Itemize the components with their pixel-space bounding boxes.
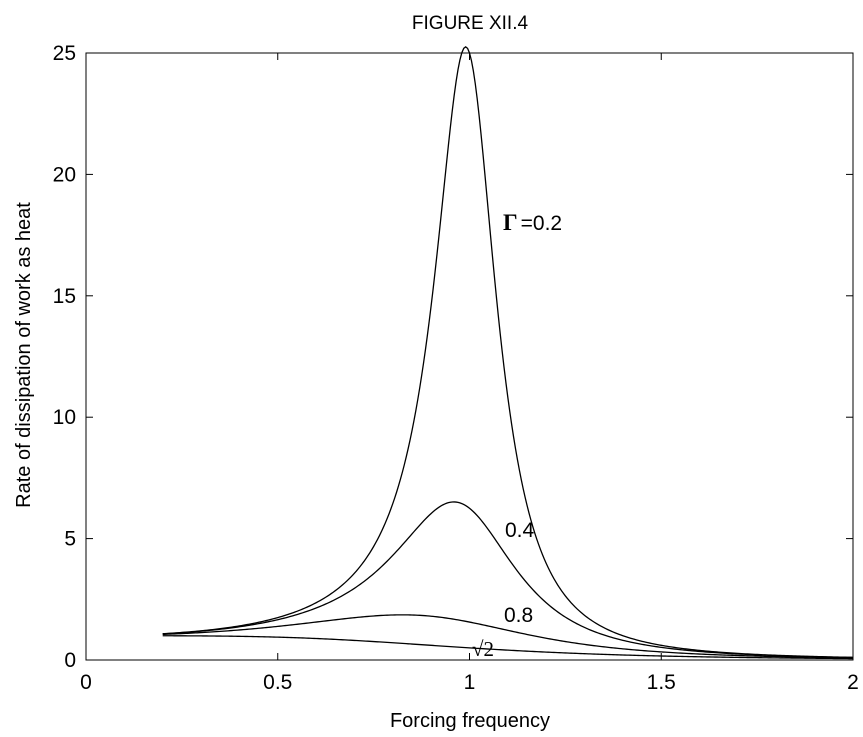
y-axis-label: Rate of dissipation of work as heat <box>13 202 35 508</box>
x-tick-label: 0.5 <box>263 671 292 694</box>
series-line-0 <box>162 46 854 658</box>
y-tick-label: 25 <box>53 42 76 65</box>
series-line-1 <box>162 501 854 659</box>
annotation-gamma-04: 0.4 <box>505 519 535 542</box>
x-axis-label: Forcing frequency <box>390 710 550 732</box>
x-tick-label: 1 <box>464 671 476 694</box>
plot-frame <box>85 52 854 661</box>
annotation-gamma-sqrt2: √2 <box>472 637 494 661</box>
annotations-group: Γ =0.2 0.4 0.8 √2 <box>472 210 562 661</box>
annotation-gamma-08: 0.8 <box>504 604 533 627</box>
chart-title: FIGURE XII.4 <box>412 13 529 34</box>
y-tick-label: 0 <box>64 649 76 672</box>
gamma-value: =0.2 <box>521 212 562 235</box>
y-tick-label: 15 <box>53 285 76 308</box>
x-tick-label: 1.5 <box>647 671 676 694</box>
series-line-3 <box>162 635 854 660</box>
x-tick-label: 2 <box>847 671 859 694</box>
y-tick-label: 20 <box>53 163 76 186</box>
y-tick-label: 10 <box>53 406 76 429</box>
annotation-gamma-02: Γ =0.2 <box>503 210 562 235</box>
y-axis: 0 5 10 15 20 25 <box>53 42 853 672</box>
gamma-symbol: Γ <box>503 210 518 235</box>
series-line-2 <box>162 614 854 659</box>
x-tick-label: 0 <box>80 671 92 694</box>
y-tick-label: 5 <box>64 528 76 551</box>
x-axis: 0 0.5 1 1.5 2 <box>80 53 859 694</box>
curves-group <box>162 46 854 660</box>
